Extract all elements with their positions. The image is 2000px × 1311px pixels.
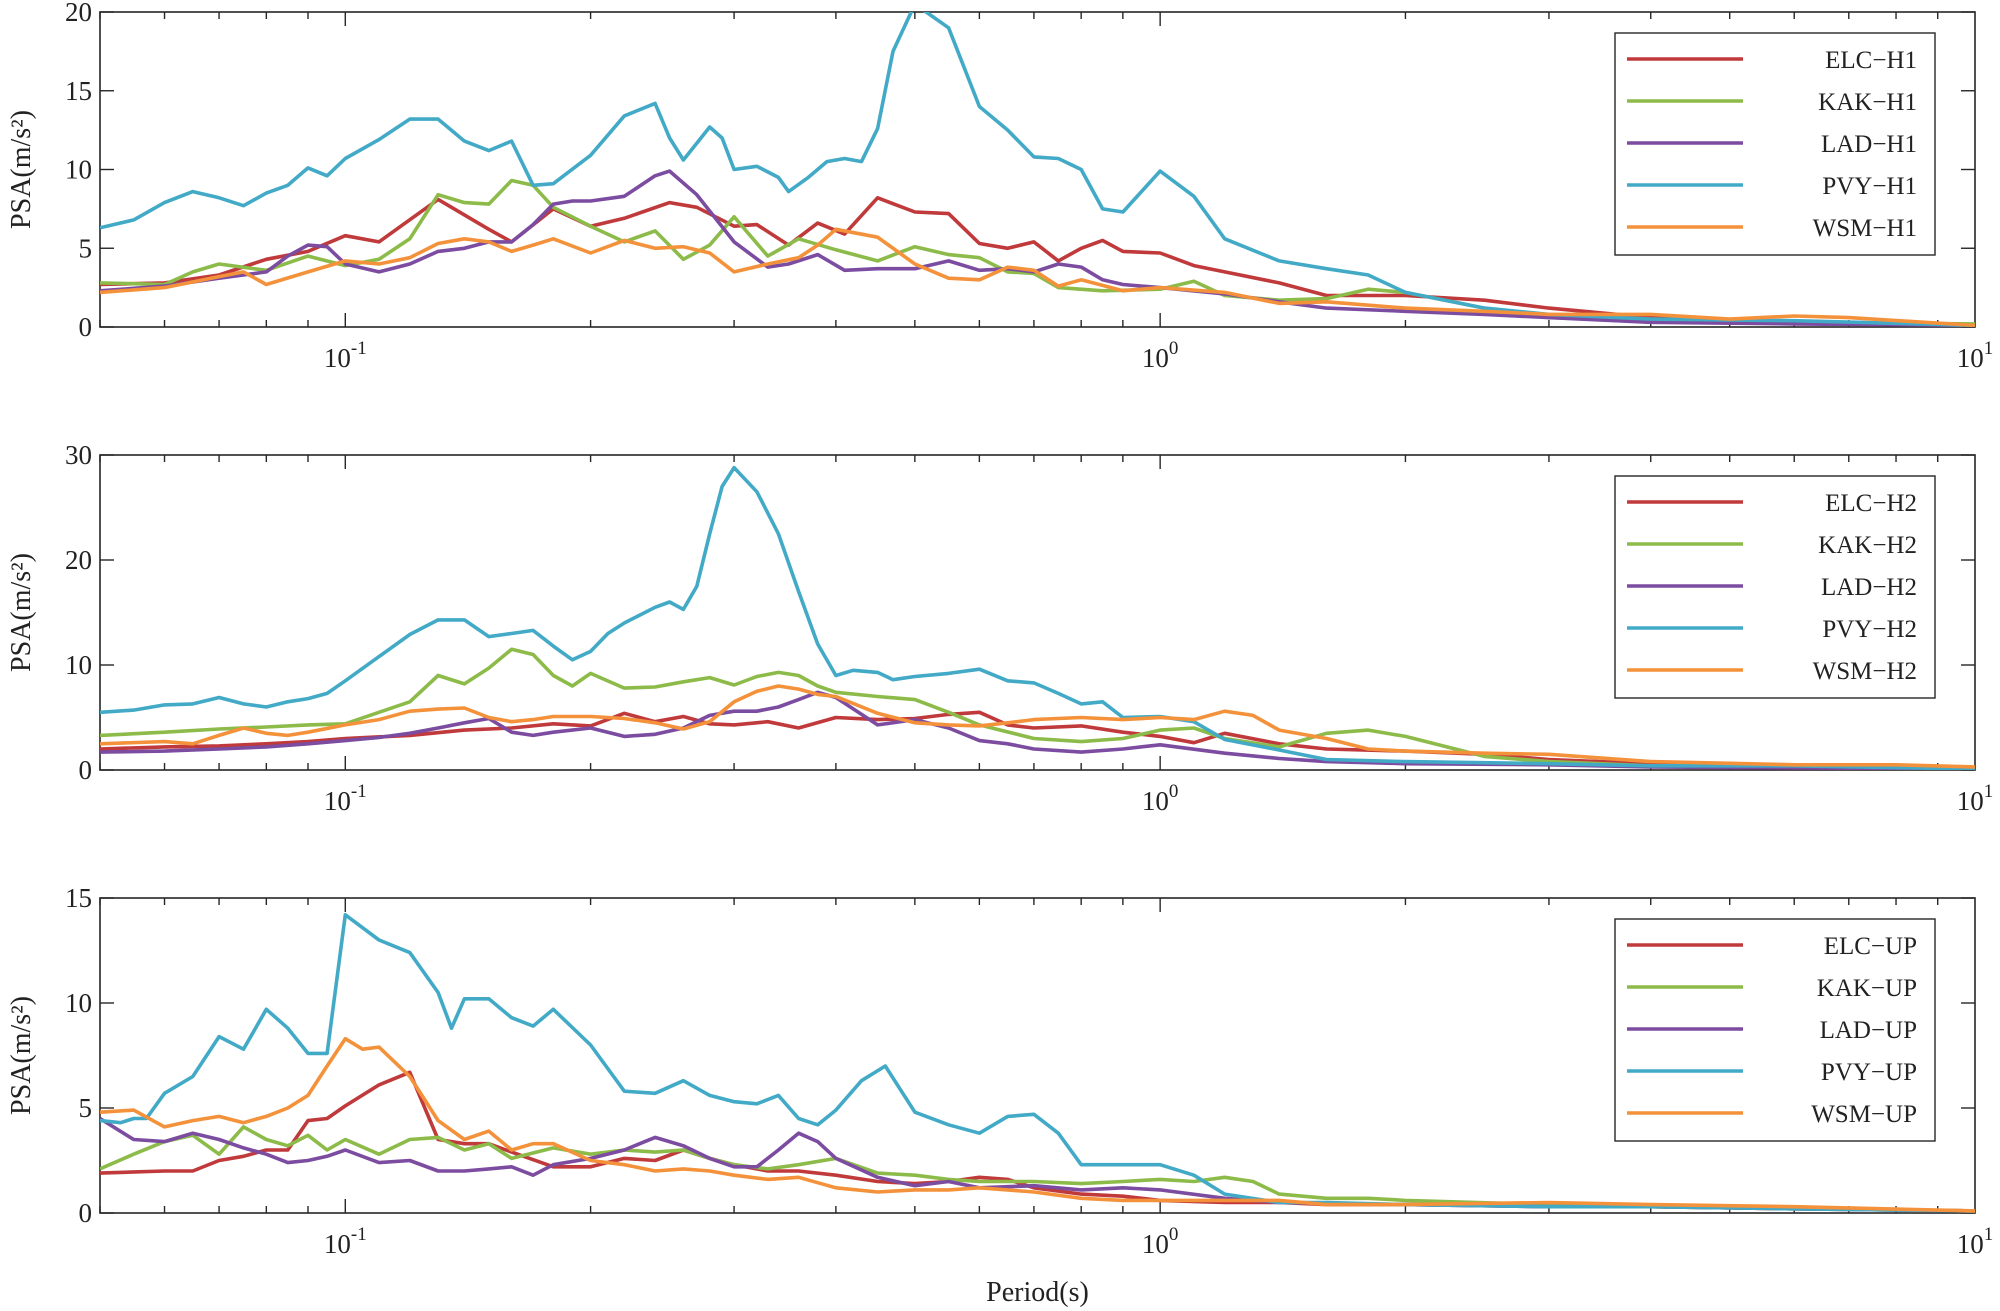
legend-label: WSM−H2 bbox=[1813, 658, 1917, 685]
x-tick-base: 10 bbox=[1957, 786, 1984, 816]
legend-label: PVY−H1 bbox=[1822, 173, 1917, 200]
series-line-elc bbox=[100, 196, 1975, 327]
legend-label: WSM−UP bbox=[1811, 1101, 1917, 1128]
legend: ELC−H2 KAK−H2 LAD−H2 PVY−H2 WSM−H2 bbox=[1614, 475, 1936, 699]
x-tick-label: 100 bbox=[1142, 781, 1179, 816]
legend-label: PVY−H2 bbox=[1822, 616, 1917, 643]
x-tick-label: 10-1 bbox=[324, 338, 367, 373]
x-tick-exponent: 1 bbox=[1984, 1224, 1994, 1245]
legend-label: LAD−H1 bbox=[1821, 131, 1917, 158]
x-axis-label: Period(s) bbox=[986, 1277, 1089, 1308]
legend-label: KAK−UP bbox=[1817, 975, 1917, 1002]
chart-panel-3: 10-1 100 101051015PSA(m/s²)Period(s)ELC−UP… bbox=[6, 883, 1993, 1308]
x-tick-base: 10 bbox=[1142, 1229, 1169, 1259]
x-tick-exponent: -1 bbox=[351, 781, 367, 802]
x-tick-exponent: 0 bbox=[1169, 338, 1179, 359]
x-tick-exponent: 0 bbox=[1169, 1224, 1179, 1245]
x-tick-label: 10-1 bbox=[324, 1224, 367, 1259]
x-tick-base: 10 bbox=[324, 1229, 351, 1259]
legend-label: PVY−UP bbox=[1821, 1059, 1917, 1086]
series-line-wsm bbox=[100, 227, 1975, 327]
series-line-pvy bbox=[100, 12, 1975, 327]
legend-label: LAD−UP bbox=[1820, 1017, 1917, 1044]
y-tick-label: 15 bbox=[65, 883, 92, 913]
x-tick-label: 101 bbox=[1957, 1224, 1994, 1259]
legend-label: KAK−H1 bbox=[1818, 89, 1917, 116]
y-tick-label: 5 bbox=[79, 233, 93, 263]
series-line-kak bbox=[100, 647, 1975, 770]
x-tick-base: 10 bbox=[324, 786, 351, 816]
x-tick-base: 10 bbox=[1142, 786, 1169, 816]
y-axis-label: PSA(m/s²) bbox=[6, 996, 37, 1115]
series-line-lad bbox=[100, 690, 1975, 770]
legend-label: LAD−H2 bbox=[1821, 574, 1917, 601]
x-tick-base: 10 bbox=[324, 343, 351, 373]
series-line-pvy bbox=[100, 913, 1975, 1213]
legend-label: ELC−H2 bbox=[1825, 490, 1917, 517]
plot-frame bbox=[99, 454, 1976, 771]
x-tick-base: 10 bbox=[1957, 1229, 1984, 1259]
y-tick-label: 15 bbox=[65, 76, 92, 106]
series-line-elc bbox=[100, 710, 1975, 770]
y-tick-label: 20 bbox=[65, 0, 92, 27]
x-tick-exponent: 1 bbox=[1984, 781, 1994, 802]
y-tick-label: 0 bbox=[79, 312, 93, 342]
y-tick-label: 0 bbox=[79, 755, 93, 785]
plot-frame bbox=[99, 897, 1976, 1214]
legend: ELC−H1 KAK−H1 LAD−H1 PVY−H1 WSM−H1 bbox=[1614, 32, 1936, 256]
x-tick-label: 100 bbox=[1142, 338, 1179, 373]
y-tick-label: 20 bbox=[65, 545, 92, 575]
y-tick-label: 0 bbox=[79, 1198, 93, 1228]
series-line-wsm bbox=[100, 684, 1975, 769]
y-axis-label: PSA(m/s²) bbox=[6, 553, 37, 672]
x-tick-label: 10-1 bbox=[324, 781, 367, 816]
chart-panel-1: 10-1 100 10105101520PSA(m/s²)ELC−H1KAK−H1L… bbox=[6, 0, 1993, 373]
x-tick-exponent: 1 bbox=[1984, 338, 1994, 359]
y-tick-label: 30 bbox=[65, 440, 92, 470]
x-tick-label: 101 bbox=[1957, 781, 1994, 816]
x-tick-exponent: 0 bbox=[1169, 781, 1179, 802]
series-line-lad bbox=[100, 1116, 1975, 1213]
legend: ELC−UP KAK−UP LAD−UP PVY−UP WSM−UP bbox=[1614, 918, 1936, 1142]
y-tick-label: 10 bbox=[65, 650, 92, 680]
x-tick-base: 10 bbox=[1142, 343, 1169, 373]
legend-label: KAK−H2 bbox=[1818, 532, 1917, 559]
series-line-wsm bbox=[100, 1036, 1975, 1213]
x-tick-exponent: -1 bbox=[351, 1224, 367, 1245]
series-line-kak bbox=[100, 178, 1975, 326]
x-tick-exponent: -1 bbox=[351, 338, 367, 359]
y-tick-label: 10 bbox=[65, 988, 92, 1018]
chart-panel-2: 10-1 100 1010102030PSA(m/s²)ELC−H2KAK−H2LA… bbox=[6, 440, 1993, 816]
legend-label: WSM−H1 bbox=[1813, 215, 1917, 242]
x-tick-label: 100 bbox=[1142, 1224, 1179, 1259]
x-tick-label: 101 bbox=[1957, 338, 1994, 373]
y-tick-label: 10 bbox=[65, 155, 92, 185]
legend-label: ELC−H1 bbox=[1825, 47, 1917, 74]
x-tick-base: 10 bbox=[1957, 343, 1984, 373]
y-tick-label: 5 bbox=[79, 1093, 93, 1123]
legend-label: ELC−UP bbox=[1824, 933, 1917, 960]
y-axis-label: PSA(m/s²) bbox=[6, 110, 37, 229]
